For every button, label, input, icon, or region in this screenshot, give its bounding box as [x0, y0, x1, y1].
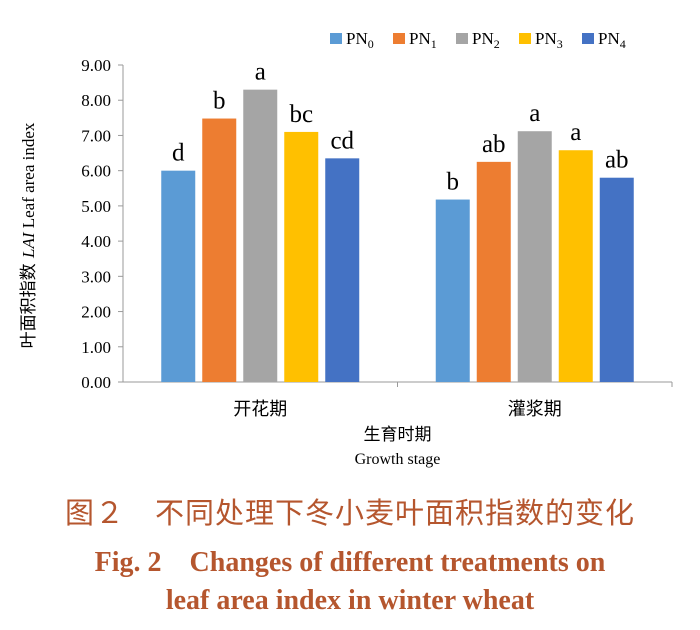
y-tick-label: 8.00	[81, 91, 111, 110]
y-axis-title-english: Leaf area index	[19, 122, 38, 228]
y-tick-label: 5.00	[81, 197, 111, 216]
bar-pn1-2	[476, 161, 511, 382]
y-tick-label: 3.00	[81, 267, 111, 286]
x-category-label: 灌浆期	[508, 399, 562, 419]
y-tick-label: 7.00	[81, 126, 111, 145]
figure-caption-english-line2: leaf area index in winter wheat	[165, 585, 535, 616]
legend-swatch-pn0	[330, 33, 342, 44]
x-category-label: 开花期	[233, 399, 287, 419]
bar-pn3-1	[284, 131, 319, 382]
legend-label-pn1: PN1	[409, 29, 437, 51]
legend-label-pn0: PN0	[346, 29, 374, 51]
y-axis-title-chinese: 叶面积指数	[19, 258, 39, 348]
bar-pn2-1	[243, 89, 278, 383]
y-axis-title: 叶面积指数 LAI Leaf area index	[19, 122, 39, 348]
x-axis-title-chinese: 生育时期	[364, 425, 432, 444]
significance-label: bc	[289, 101, 313, 128]
y-axis-title-lai: LAI	[19, 228, 38, 259]
bar-pn2-2	[517, 131, 552, 382]
legend-swatch-pn1	[393, 33, 405, 44]
figure-caption-english-line1: Fig. 2 Changes of different treatments o…	[94, 547, 606, 578]
bar-pn1-1	[202, 118, 237, 382]
legend-label-pn3: PN3	[535, 29, 563, 51]
y-tick-label: 0.00	[81, 373, 111, 392]
y-tick-label: 6.00	[81, 162, 111, 181]
y-tick-label: 9.00	[81, 56, 111, 75]
chart-area: 0.00 1.00 2.00 3.00 4.00 5.00 6.00 7.00 8.00 9.00…	[19, 29, 673, 468]
legend-swatch-pn3	[519, 33, 531, 44]
bar-pn4-2	[599, 177, 634, 382]
y-tick-label: 2.00	[81, 303, 111, 322]
significance-label: cd	[330, 127, 354, 154]
bar-pn0-1	[161, 170, 196, 382]
legend-label-pn4: PN4	[598, 29, 626, 51]
significance-label: a	[255, 59, 266, 86]
y-tick-label: 4.00	[81, 232, 111, 251]
bar-chart: 0.00 1.00 2.00 3.00 4.00 5.00 6.00 7.00 8.00 9.00…	[19, 29, 673, 468]
bar-pn4-1	[325, 158, 360, 382]
legend-swatch-pn2	[456, 33, 468, 44]
significance-label: a	[570, 119, 581, 146]
significance-label: ab	[605, 147, 629, 174]
significance-label: ab	[482, 131, 506, 158]
legend-swatch-pn4	[582, 33, 594, 44]
x-axis-title-english: Growth stage	[355, 451, 441, 468]
significance-label: b	[213, 88, 226, 115]
legend-label-pn2: PN2	[472, 29, 500, 51]
bar-pn0-2	[435, 199, 470, 382]
significance-label: b	[447, 169, 460, 196]
significance-label: a	[529, 100, 540, 127]
y-tick-label: 1.00	[81, 338, 111, 357]
significance-label: d	[172, 140, 185, 167]
figure-caption-chinese: 图２ 不同处理下冬小麦叶面积指数的变化	[64, 496, 635, 530]
bar-pn3-2	[558, 150, 593, 382]
